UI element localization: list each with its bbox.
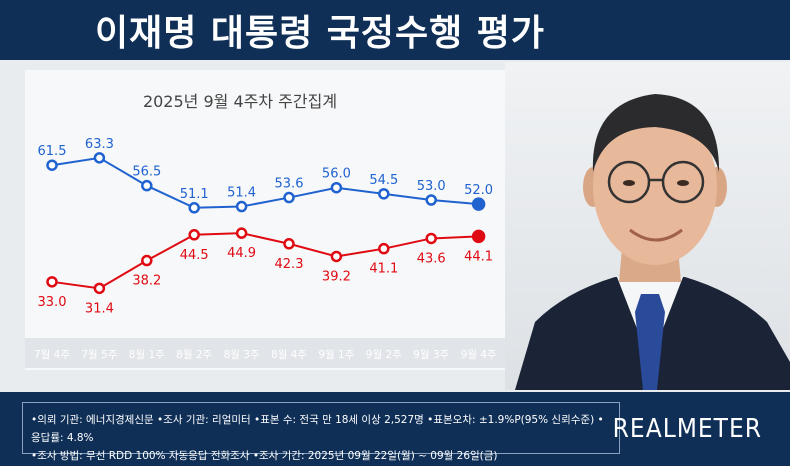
data-point: [93, 282, 106, 295]
survey-info-line-2: •조사 방법: 무선 RDD 100% 자동응답 전화조사 •조사 기간: 20…: [31, 450, 498, 462]
data-point: [425, 194, 437, 206]
data-label: 51.4: [227, 186, 256, 201]
data-point: [283, 191, 295, 204]
page-title: 이재명 대통령 국정수행 평가: [94, 13, 546, 54]
data-label: 56.5: [132, 165, 161, 180]
data-point: [378, 242, 390, 255]
president-portrait: [505, 62, 790, 390]
data-label: 41.1: [369, 262, 398, 277]
line-chart: 7월 4주 7월 5주 8월 1주 8월 2주 8월 3주 8월 4주 9월 1주 9월 2주…: [25, 137, 515, 368]
series-line-1: [51, 156, 479, 209]
data-point: [283, 238, 295, 250]
x-tick-label: 9월 2주: [366, 349, 402, 361]
data-label: 63.3: [85, 137, 114, 152]
data-point: [330, 250, 343, 263]
data-point: [141, 179, 153, 192]
data-label: 44.9: [227, 246, 256, 261]
x-tick-label: 9월 4주: [461, 349, 497, 361]
data-point: [235, 227, 248, 239]
header-bar: 이재명 대통령 국정수행 평가: [0, 0, 790, 60]
x-tick-label: 7월 5주: [81, 349, 117, 361]
data-label: 38.2: [132, 274, 161, 289]
data-point: [188, 202, 200, 214]
data-point: [235, 200, 248, 213]
data-label: 39.2: [322, 269, 351, 284]
data-label: 53.0: [417, 179, 446, 194]
x-tick-label: 7월 4주: [34, 349, 70, 361]
x-axis-band: [25, 338, 515, 368]
data-point: [471, 229, 486, 244]
data-label: 56.0: [322, 167, 351, 182]
x-tick-label: 8월 4주: [271, 349, 307, 361]
data-label: 44.5: [180, 248, 209, 263]
data-point: [141, 254, 153, 267]
data-label: 33.0: [38, 295, 67, 310]
data-label: 43.6: [417, 251, 446, 266]
x-tick-label: 8월 1주: [129, 349, 165, 361]
data-point: [471, 197, 486, 211]
chart-subtitle: 2025년 9월 4주차 주간집계: [142, 92, 338, 111]
chart-panel: 7월 4주 7월 5주 8월 1주 8월 2주 8월 3주 8월 4주 9월 1주 9월 2주…: [25, 70, 515, 370]
data-label: 53.6: [275, 177, 304, 192]
data-point: [46, 276, 58, 288]
data-point: [425, 232, 437, 245]
data-label: 51.1: [180, 187, 209, 202]
x-tick-label: 9월 1주: [318, 349, 354, 361]
data-point: [93, 152, 106, 164]
realmeter-logo: REALMETER: [612, 414, 762, 444]
data-label: 44.1: [464, 249, 493, 264]
series-line-2: [51, 232, 479, 290]
data-label: 31.4: [85, 301, 114, 316]
x-tick-label: 8월 2주: [176, 349, 212, 361]
data-label: 61.5: [38, 144, 67, 159]
data-point: [330, 181, 343, 194]
data-point: [188, 229, 200, 241]
survey-info-line-1: •의뢰 기관: 에너지경제신문 •조사 기관: 리얼미터 •표본 수: 전국 만…: [31, 414, 604, 444]
footer-bar: •의뢰 기관: 에너지경제신문 •조사 기관: 리얼미터 •표본 수: 전국 만…: [0, 392, 790, 466]
data-point: [378, 188, 390, 200]
data-label: 54.5: [369, 173, 398, 188]
data-label: 52.0: [464, 183, 493, 198]
data-label: 42.3: [275, 257, 304, 272]
x-tick-label: 8월 3주: [224, 349, 260, 361]
survey-info-box: •의뢰 기관: 에너지경제신문 •조사 기관: 리얼미터 •표본 수: 전국 만…: [22, 402, 620, 462]
data-point: [46, 159, 58, 171]
x-tick-label: 9월 3주: [413, 349, 449, 361]
